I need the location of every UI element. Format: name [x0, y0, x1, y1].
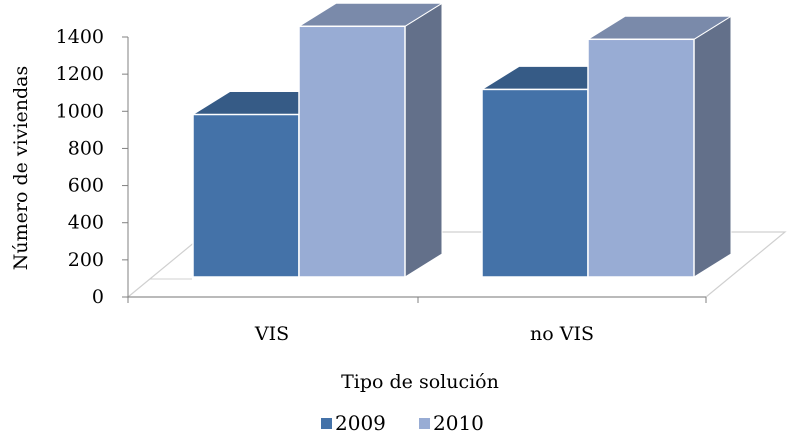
y-tick-label: 400 — [68, 212, 104, 234]
bar-side — [404, 2, 443, 278]
y-tick-label: 200 — [68, 249, 104, 271]
bar — [586, 15, 733, 278]
y-tick-label: 800 — [68, 137, 104, 159]
bar-front — [587, 38, 695, 278]
bar-side — [693, 15, 732, 278]
y-tick-label: 1000 — [56, 100, 104, 122]
x-tick-label: no VIS — [530, 323, 594, 345]
bar-front — [298, 25, 406, 278]
legend-label: 2009 — [335, 411, 386, 434]
y-tick-label: 0 — [92, 286, 104, 308]
axes — [122, 36, 707, 303]
y-tick-label: 1400 — [56, 26, 104, 48]
y-tick-label: 600 — [68, 175, 104, 197]
bar — [297, 2, 444, 278]
bar-front — [192, 113, 300, 278]
y-tick-labels: 0 200 400 600 800 1000 1200 1400 — [56, 26, 104, 308]
x-axis-title: Tipo de solución — [341, 371, 499, 393]
y-axis-title: Número de viviendas — [10, 66, 32, 270]
legend-swatch — [419, 418, 430, 429]
legend-swatch — [321, 418, 332, 429]
bar-front — [481, 88, 589, 278]
legend: 2009 2010 — [321, 411, 484, 434]
x-tick-labels: VIS no VIS — [254, 323, 594, 345]
y-tick-label: 1200 — [56, 63, 104, 85]
legend-label: 2010 — [433, 411, 484, 434]
bars — [191, 2, 733, 278]
x-tick-label: VIS — [254, 323, 289, 345]
